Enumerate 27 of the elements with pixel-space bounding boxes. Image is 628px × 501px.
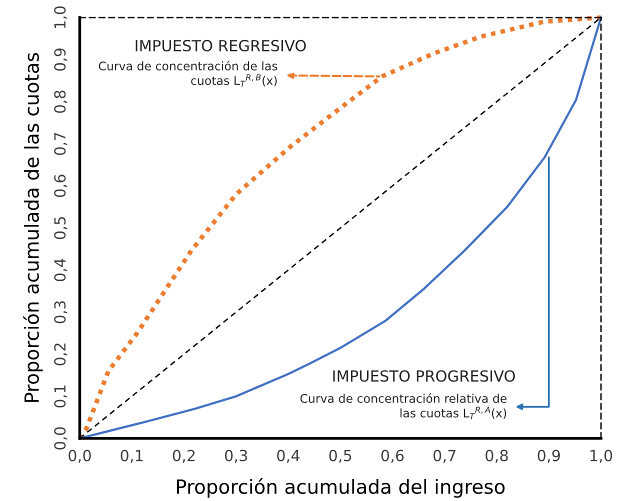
y-tick-label: 0,5 bbox=[54, 217, 68, 240]
y-tick-label: 0,6 bbox=[54, 174, 68, 198]
y-tick-label: 0,3 bbox=[54, 301, 68, 324]
x-tick-label: 0,0 bbox=[68, 450, 91, 463]
x-tick-label: 0,1 bbox=[120, 450, 143, 463]
x-axis-title: Proporción acumulada del ingreso bbox=[176, 478, 505, 498]
x-tick-label: 0,6 bbox=[381, 450, 404, 463]
x-tick-label: 0,7 bbox=[433, 450, 456, 463]
x-tick-label: 0,4 bbox=[277, 450, 300, 463]
annotation: IMPUESTO REGRESIVO bbox=[136, 40, 306, 52]
x-tick-label: 0,8 bbox=[486, 450, 508, 463]
annotation: Curva de concentración de las cuotas L$_{T}$$^{R,B}$(x) bbox=[98, 60, 278, 87]
y-tick-label: 0,7 bbox=[54, 132, 68, 155]
x-tick-label: 1,0 bbox=[590, 450, 612, 463]
x-tick-label: 0,9 bbox=[538, 450, 560, 463]
y-tick-label: 1,0 bbox=[54, 6, 68, 28]
x-tick-label: 0,2 bbox=[172, 450, 195, 463]
x-tick-label: 0,5 bbox=[329, 450, 352, 463]
y-tick-label: 0,4 bbox=[54, 258, 68, 282]
annotation: Curva de concentración relativa de las cuotas L$_{T}$$^{R,A}$(x) bbox=[300, 393, 507, 420]
x-tick-label: 0,3 bbox=[224, 450, 248, 463]
y-tick-label: 0,9 bbox=[54, 48, 68, 71]
annotation: IMPUESTO PROGRESIVO bbox=[333, 370, 515, 382]
y-tick-label: 0,1 bbox=[54, 386, 68, 408]
y-axis-title: Proporción acumulada de las cuotas bbox=[23, 53, 43, 402]
y-tick-label: 0,8 bbox=[54, 90, 68, 113]
y-tick-label: 0,2 bbox=[54, 344, 68, 366]
